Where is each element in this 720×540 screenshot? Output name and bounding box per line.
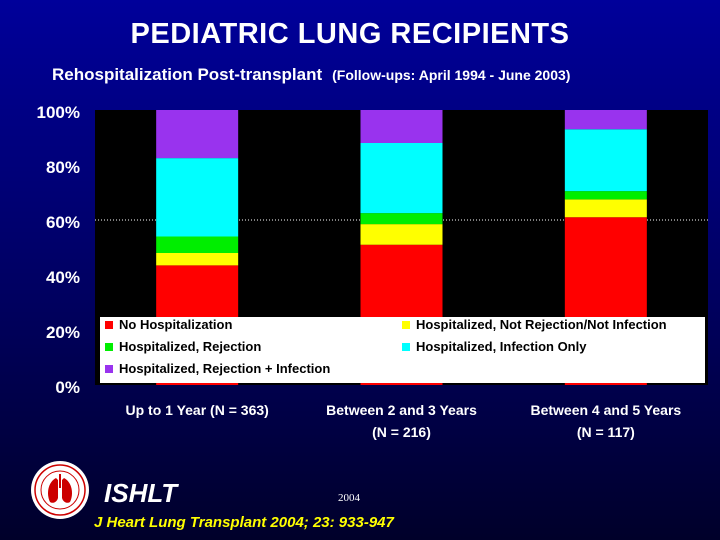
chart-subtitle: Rehospitalization Post-transplant (Follow… bbox=[52, 65, 570, 85]
bar-segment bbox=[156, 236, 239, 253]
bar-segment bbox=[360, 110, 443, 143]
subtitle-note: (Follow-ups: April 1994 - June 2003) bbox=[332, 67, 571, 83]
legend-label: Hospitalized, Not Rejection/Not Infectio… bbox=[416, 317, 667, 332]
bar-segment bbox=[360, 213, 443, 225]
stacked-bar-chart: 0% 20% 40% 60% 80% 100% Up to 1 Year (N = 363)… bbox=[37, 103, 708, 440]
ishlt-label: ISHLT bbox=[104, 478, 178, 508]
y-tick-label: 40% bbox=[46, 268, 80, 287]
bar-segment bbox=[564, 129, 647, 192]
x-tick-label: (N = 117) bbox=[577, 424, 635, 440]
legend-label: Hospitalized, Rejection + Infection bbox=[119, 361, 330, 376]
year-label: 2004 bbox=[338, 492, 360, 504]
bar-segment bbox=[156, 158, 239, 237]
bar-segment bbox=[360, 143, 443, 214]
y-tick-label: 80% bbox=[46, 158, 80, 177]
x-tick-label: Between 4 and 5 Years bbox=[530, 402, 681, 418]
bar-segment bbox=[564, 110, 647, 130]
legend-swatch bbox=[105, 365, 113, 373]
ishlt-seal-logo bbox=[31, 461, 89, 519]
y-tick-label: 20% bbox=[46, 323, 80, 342]
bar-segment bbox=[156, 110, 239, 159]
bar-segment bbox=[360, 224, 443, 245]
legend-label: Hospitalized, Rejection bbox=[119, 339, 261, 354]
y-tick-label: 60% bbox=[46, 213, 80, 232]
legend-swatch bbox=[402, 321, 410, 329]
subtitle-main: Rehospitalization Post-transplant bbox=[52, 65, 323, 84]
bar-segment bbox=[564, 191, 647, 200]
y-tick-label: 100% bbox=[37, 103, 80, 122]
legend-swatch bbox=[105, 343, 113, 351]
legend-swatch bbox=[402, 343, 410, 351]
x-tick-label: Up to 1 Year (N = 363) bbox=[126, 402, 269, 418]
x-tick-label: (N = 216) bbox=[372, 424, 431, 440]
legend-label: Hospitalized, Infection Only bbox=[416, 339, 587, 354]
bar-segment bbox=[156, 253, 239, 266]
journal-citation: J Heart Lung Transplant 2004; 23: 933-94… bbox=[94, 514, 394, 531]
chart-title: PEDIATRIC LUNG RECIPIENTS bbox=[130, 18, 570, 50]
legend-label: No Hospitalization bbox=[119, 317, 232, 332]
x-tick-label: Between 2 and 3 Years bbox=[326, 402, 477, 418]
legend-swatch bbox=[105, 321, 113, 329]
bar-segment bbox=[564, 199, 647, 218]
y-tick-label: 0% bbox=[55, 378, 80, 397]
